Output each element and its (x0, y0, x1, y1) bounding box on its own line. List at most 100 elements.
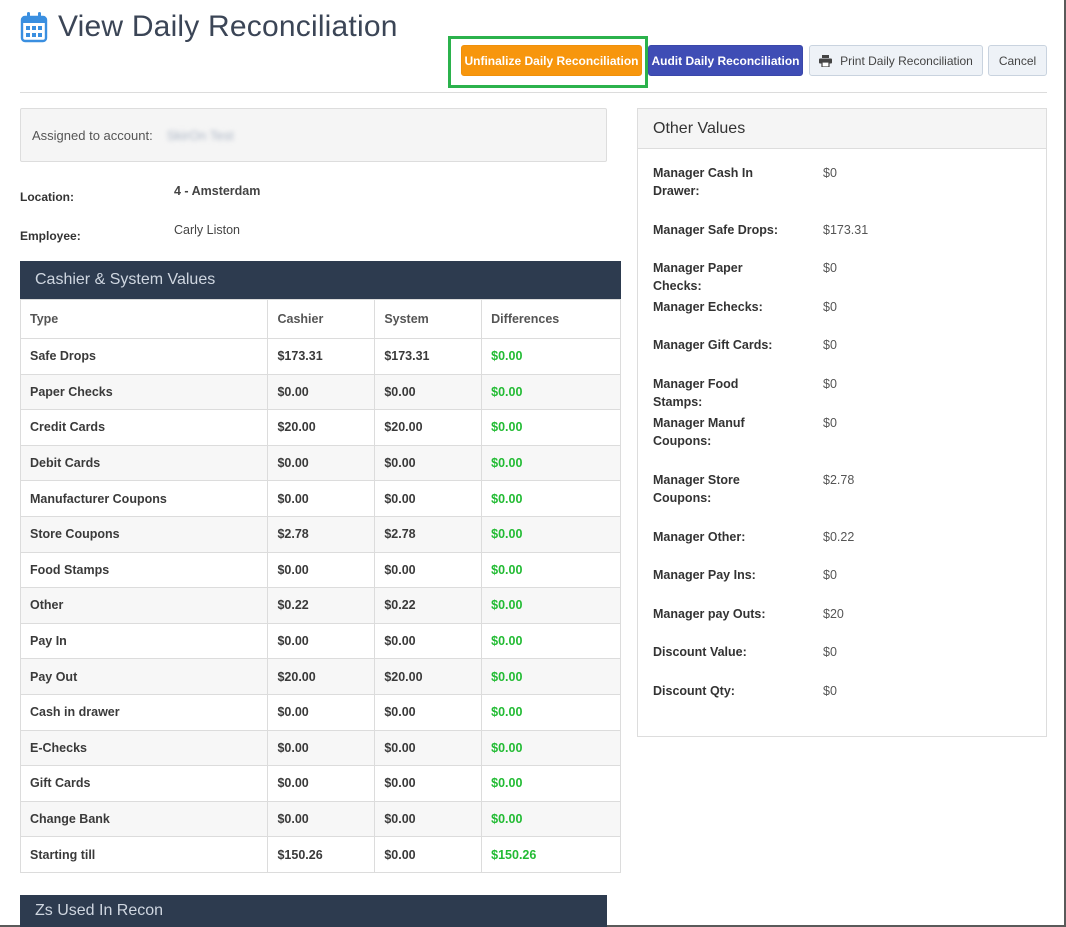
cashier-cell: $0.00 (267, 800, 376, 838)
cashier-cell: $2.78 (267, 515, 376, 553)
table-row: Pay Out $20.00 $20.00 $0.00 (19, 658, 621, 695)
employee-label: Employee: (20, 229, 81, 243)
header-divider (20, 92, 1047, 93)
type-cell: Other (19, 587, 269, 624)
system-cell: $0.00 (374, 836, 483, 873)
cashier-cell: $0.00 (267, 693, 376, 731)
table-row: Food Stamps $0.00 $0.00 $0.00 (19, 551, 621, 589)
table-row: Cash in drawer $0.00 $0.00 $0.00 (19, 693, 621, 731)
type-cell: Debit Cards (19, 444, 269, 482)
table-row: Starting till $150.26 $0.00 $150.26 (19, 836, 621, 873)
difference-cell: $0.00 (481, 800, 621, 838)
other-value-label: Discount Value: (653, 645, 747, 659)
system-cell: $0.00 (374, 444, 483, 482)
other-value-label: Manager Food Stamps: (653, 377, 739, 409)
type-cell: Cash in drawer (19, 693, 269, 731)
table-row: Pay In $0.00 $0.00 $0.00 (19, 622, 621, 660)
page-title: View Daily Reconciliation (58, 10, 398, 43)
column-header: System (374, 299, 483, 339)
cancel-button[interactable]: Cancel (988, 45, 1047, 76)
other-value-amount: $0 (823, 568, 837, 582)
other-values-panel: Other Values Manager Cash In Drawer: $0 Ma… (637, 108, 1047, 737)
other-value-amount: $0 (823, 377, 837, 391)
system-cell: $0.00 (374, 800, 483, 838)
other-value-amount: $0.22 (823, 530, 855, 544)
system-cell: $2.78 (374, 515, 483, 553)
system-cell: $0.00 (374, 765, 483, 802)
difference-cell: $0.00 (481, 373, 621, 411)
system-cell: $20.00 (374, 409, 483, 446)
audit-button[interactable]: Audit Daily Reconciliation (648, 45, 803, 76)
table-row: Store Coupons $2.78 $2.78 $0.00 (19, 515, 621, 553)
cashier-cell: $0.00 (267, 373, 376, 411)
difference-cell: $0.00 (481, 480, 621, 517)
assigned-account-label: Assigned to account: (32, 127, 153, 143)
cashier-cell: $0.00 (267, 480, 376, 517)
location-value: 4 - Amsterdam (174, 184, 261, 198)
other-value-label: Manager Gift Cards: (653, 338, 773, 352)
type-cell: Safe Drops (19, 338, 269, 375)
other-value-amount: $0 (823, 166, 837, 180)
type-cell: Gift Cards (19, 765, 269, 802)
employee-value: Carly Liston (174, 223, 240, 237)
other-value-label: Manager Manuf Coupons: (653, 416, 745, 448)
difference-cell: $0.00 (481, 444, 621, 482)
calendar-icon (20, 12, 48, 43)
other-value-label: Manager Cash In Drawer: (653, 166, 754, 198)
system-cell: $0.22 (374, 587, 483, 624)
cashier-cell: $0.00 (267, 622, 376, 660)
type-cell: Manufacturer Coupons (19, 480, 269, 517)
difference-cell: $0.00 (481, 515, 621, 553)
difference-cell: $0.00 (481, 587, 621, 624)
table-row: Paper Checks $0.00 $0.00 $0.00 (19, 373, 621, 411)
difference-cell: $0.00 (481, 409, 621, 446)
table-row: Credit Cards $20.00 $20.00 $0.00 (19, 409, 621, 446)
column-header: Differences (481, 299, 621, 339)
table-row: Gift Cards $0.00 $0.00 $0.00 (19, 765, 621, 802)
system-cell: $0.00 (374, 622, 483, 660)
cashier-cell: $20.00 (267, 658, 376, 695)
system-cell: $20.00 (374, 658, 483, 695)
unfinalize-highlight-box (448, 36, 648, 88)
other-value-amount: $0 (823, 338, 837, 352)
other-value-label: Manager Store Coupons: (653, 473, 740, 505)
table-row: Manufacturer Coupons $0.00 $0.00 $0.00 (19, 480, 621, 517)
cashier-system-panel-title: Cashier & System Values (20, 261, 621, 299)
type-cell: Credit Cards (19, 409, 269, 446)
table-header-row: Type Cashier System Differences (19, 299, 621, 339)
cashier-cell: $173.31 (267, 338, 376, 375)
unfinalize-button[interactable]: Unfinalize Daily Reconciliation (461, 45, 642, 76)
difference-cell: $0.00 (481, 622, 621, 660)
other-value-amount: $0 (823, 261, 837, 275)
table-row: Change Bank $0.00 $0.00 $0.00 (19, 800, 621, 838)
location-label: Location: (20, 190, 74, 204)
other-value-amount: $0 (823, 416, 837, 430)
cashier-cell: $0.00 (267, 765, 376, 802)
other-value-amount: $20 (823, 607, 844, 621)
difference-cell: $0.00 (481, 338, 621, 375)
type-cell: E-Checks (19, 729, 269, 767)
system-cell: $0.00 (374, 693, 483, 731)
difference-cell: $0.00 (481, 729, 621, 767)
table-row: Safe Drops $173.31 $173.31 $0.00 (19, 338, 621, 375)
difference-cell: $150.26 (481, 836, 621, 873)
column-header: Type (19, 299, 269, 339)
other-value-amount: $2.78 (823, 473, 855, 487)
other-values-title: Other Values (638, 109, 1046, 149)
cashier-cell: $150.26 (267, 836, 376, 873)
page-header: View Daily Reconciliation (20, 10, 398, 44)
other-value-label: Manager Other: (653, 530, 746, 544)
table-row: Other $0.22 $0.22 $0.00 (19, 587, 621, 624)
other-value-label: Manager Pay Ins: (653, 568, 756, 582)
zs-used-panel-title: Zs Used In Recon (20, 895, 607, 927)
table-row: Debit Cards $0.00 $0.00 $0.00 (19, 444, 621, 482)
other-value-amount: $0 (823, 300, 837, 314)
difference-cell: $0.00 (481, 658, 621, 695)
type-cell: Starting till (19, 836, 269, 873)
print-button[interactable]: Print Daily Reconciliation (809, 45, 983, 76)
type-cell: Change Bank (19, 800, 269, 838)
system-cell: $173.31 (374, 338, 483, 375)
cashier-cell: $20.00 (267, 409, 376, 446)
cashier-system-table: Type Cashier System Differences Safe Dro… (19, 299, 621, 873)
difference-cell: $0.00 (481, 551, 621, 589)
